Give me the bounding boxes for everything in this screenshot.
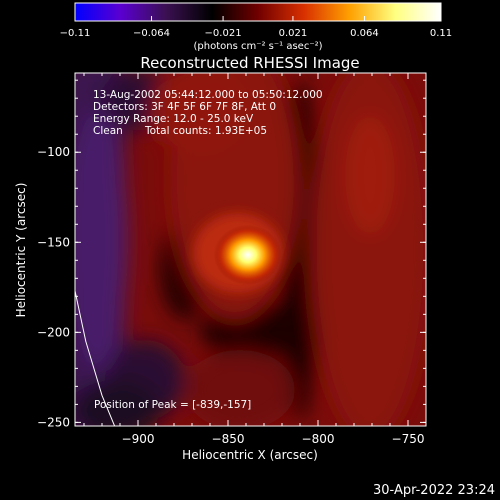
- x-tick-label: −850: [212, 432, 245, 446]
- time-range-label: 13-Aug-2002 05:44:12.000 to 05:50:12.000: [93, 89, 323, 101]
- colorbar-units-label: (photons cm⁻² s⁻¹ asec⁻²): [193, 41, 322, 52]
- chart-title: Reconstructed RHESSI Image: [140, 54, 359, 72]
- colorbar: [74, 2, 442, 22]
- y-tick-label: −100: [37, 145, 70, 159]
- x-tick-label: −900: [122, 432, 155, 446]
- y-tick-label: −200: [37, 325, 70, 339]
- y-tick-label: −150: [37, 235, 70, 249]
- peak-position-label: Position of Peak = [-839,-157]: [94, 399, 251, 411]
- x-axis-ticks: −900 −850 −800 −750: [83, 73, 427, 446]
- y-tick-label: −250: [37, 415, 70, 429]
- x-axis-title: Heliocentric X (arcsec): [182, 448, 318, 462]
- y-axis-ticks: −100 −150 −200 −250: [37, 79, 426, 429]
- plot-timestamp: 30-Apr-2022 23:24: [373, 483, 495, 498]
- detectors-label: Detectors: 3F 4F 5F 6F 7F 8F, Att 0: [93, 101, 276, 113]
- energy-range-label: Energy Range: 12.0 - 25.0 keV: [93, 113, 254, 125]
- peak-source: [213, 224, 282, 285]
- total-counts-label: Total counts: 1.93E+05: [144, 125, 267, 137]
- plot-frame: [74, 72, 427, 427]
- colorbar-tick-label: 0.11: [430, 28, 452, 39]
- heatmap-image: [75, 73, 426, 426]
- colorbar-tick-label: −0.064: [133, 28, 170, 39]
- colorbar-ticks: −0.11 −0.064 −0.021 0.021 0.064 0.11: [60, 16, 452, 39]
- colorbar-tick-label: −0.11: [60, 28, 91, 39]
- y-axis-title: Heliocentric Y (arcsec): [14, 183, 28, 318]
- colorbar-tick-label: 0.064: [350, 28, 379, 39]
- x-tick-label: −800: [302, 432, 335, 446]
- clean-label: Clean: [93, 125, 123, 137]
- solar-limb-curve: [75, 290, 116, 426]
- x-tick-label: −750: [392, 432, 425, 446]
- colorbar-tick-label: −0.021: [205, 28, 242, 39]
- colorbar-tick-label: 0.021: [279, 28, 308, 39]
